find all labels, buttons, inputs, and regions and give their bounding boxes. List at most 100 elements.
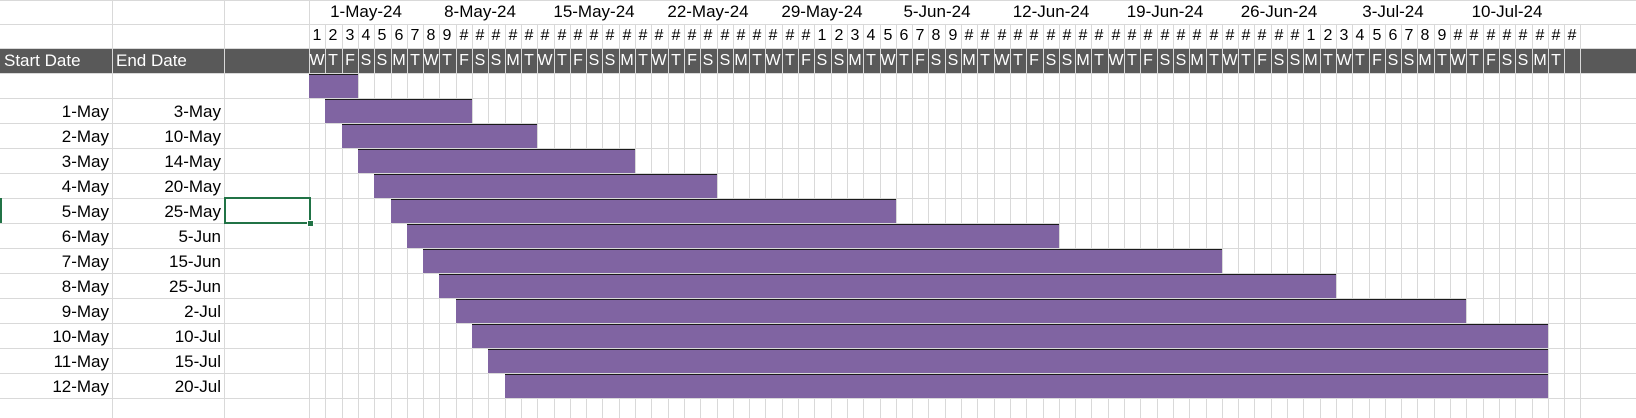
start-date-header[interactable]: Start Date <box>4 51 81 70</box>
start-date-cell[interactable]: 2-May <box>61 127 109 146</box>
grid-vline <box>1369 24 1370 418</box>
day-number: 6 <box>394 27 404 44</box>
end-date-cell[interactable]: 5-Jun <box>178 227 221 246</box>
day-number: 4 <box>361 27 371 44</box>
gantt-bar <box>391 199 896 223</box>
day-number: # <box>540 27 550 44</box>
weekday-letter: S <box>1289 52 1301 69</box>
grid-vline <box>1206 24 1207 418</box>
week-label: 10-Jul-24 <box>1471 2 1543 21</box>
grid-hline <box>0 0 1636 1</box>
end-date-cell[interactable]: 15-Jul <box>174 352 221 371</box>
end-date-cell[interactable]: 10-May <box>164 127 221 146</box>
gantt-bar <box>488 349 1548 373</box>
end-date-cell[interactable]: 15-Jun <box>169 252 221 271</box>
day-number: 4 <box>866 27 876 44</box>
grid-vline <box>1075 24 1076 418</box>
grid-vline <box>912 24 913 418</box>
weekday-letter: T <box>1355 52 1365 69</box>
grid-hline <box>0 198 1636 199</box>
end-date-cell[interactable]: 25-May <box>164 202 221 221</box>
day-number: 8 <box>931 27 941 44</box>
day-number: 8 <box>426 27 436 44</box>
weekday-letter: T <box>785 52 795 69</box>
fill-handle[interactable] <box>307 220 314 227</box>
end-date-cell[interactable]: 14-May <box>164 152 221 171</box>
end-date-cell[interactable]: 2-Jul <box>184 302 221 321</box>
header-bar <box>0 48 1636 73</box>
start-date-cell[interactable]: 10-May <box>52 327 109 346</box>
week-label: 26-Jun-24 <box>1240 2 1318 21</box>
end-date-header[interactable]: End Date <box>116 51 187 70</box>
start-date-cell[interactable]: 12-May <box>52 377 109 396</box>
day-number: 5 <box>1372 27 1382 44</box>
weekday-letter: T <box>752 52 762 69</box>
day-number: 6 <box>899 27 909 44</box>
weekday-letter: S <box>588 52 600 69</box>
end-date-cell[interactable]: 3-May <box>173 102 221 121</box>
start-date-cell[interactable]: 8-May <box>61 277 109 296</box>
grid-vline <box>1564 24 1565 418</box>
weekday-letter: W <box>537 52 553 69</box>
day-number: # <box>1143 27 1153 44</box>
gantt-bar <box>407 224 1059 248</box>
start-date-cell[interactable]: 7-May <box>61 252 109 271</box>
weekday-letter: F <box>459 52 469 69</box>
weekday-letter: W <box>994 52 1010 69</box>
day-number: 9 <box>948 27 958 44</box>
weekday-letter: S <box>1061 52 1073 69</box>
weekday-letter: T <box>1469 52 1479 69</box>
selected-cell[interactable] <box>224 197 311 224</box>
grid-hline <box>0 148 1636 149</box>
day-number: # <box>638 27 648 44</box>
day-number: # <box>752 27 762 44</box>
grid-vline <box>1580 24 1581 418</box>
start-date-cell[interactable]: 9-May <box>61 302 109 321</box>
grid-hline <box>0 373 1636 374</box>
day-number: # <box>1502 27 1512 44</box>
week-label: 1-May-24 <box>330 2 402 21</box>
weekday-letter: S <box>719 52 731 69</box>
gantt-bar <box>358 149 635 173</box>
grid-vline <box>1450 24 1451 418</box>
day-number: # <box>1209 27 1219 44</box>
day-number: 3 <box>345 27 355 44</box>
day-number: # <box>508 27 518 44</box>
grid-vline <box>977 24 978 418</box>
weekday-letter: W <box>309 52 325 69</box>
day-number: # <box>720 27 730 44</box>
grid-vline <box>1352 24 1353 418</box>
weekday-letter: M <box>1533 52 1547 69</box>
end-date-cell[interactable]: 10-Jul <box>174 327 221 346</box>
day-number: # <box>1062 27 1072 44</box>
day-number: # <box>1290 27 1300 44</box>
grid-vline <box>358 24 359 418</box>
weekday-letter: M <box>1076 52 1090 69</box>
weekday-letter: W <box>1450 52 1466 69</box>
end-date-cell[interactable]: 20-May <box>164 177 221 196</box>
grid-vline <box>325 24 326 418</box>
weekday-letter: W <box>1336 52 1352 69</box>
end-date-cell[interactable]: 25-Jun <box>169 277 221 296</box>
start-date-cell[interactable]: 6-May <box>61 227 109 246</box>
weekday-letter: S <box>1273 52 1285 69</box>
day-number: # <box>1535 27 1545 44</box>
weekday-letter: S <box>1159 52 1171 69</box>
day-number: # <box>1192 27 1202 44</box>
end-date-cell[interactable]: 20-Jul <box>174 377 221 396</box>
gantt-bar <box>505 374 1548 398</box>
weekday-letter: S <box>490 52 502 69</box>
gantt-bar <box>374 174 717 198</box>
start-date-cell[interactable]: 11-May <box>53 352 109 371</box>
weekday-letter: S <box>1501 52 1513 69</box>
weekday-letter: S <box>816 52 828 69</box>
weekday-letter: M <box>1304 52 1318 69</box>
start-date-cell[interactable]: 1-May <box>61 102 109 121</box>
weekday-letter: S <box>1045 52 1057 69</box>
weekday-letter: T <box>1209 52 1219 69</box>
weekday-letter: T <box>524 52 534 69</box>
start-date-cell[interactable]: 5-May <box>61 202 109 221</box>
start-date-cell[interactable]: 3-May <box>61 152 109 171</box>
start-date-cell[interactable]: 4-May <box>61 177 109 196</box>
weekday-letter: T <box>328 52 338 69</box>
